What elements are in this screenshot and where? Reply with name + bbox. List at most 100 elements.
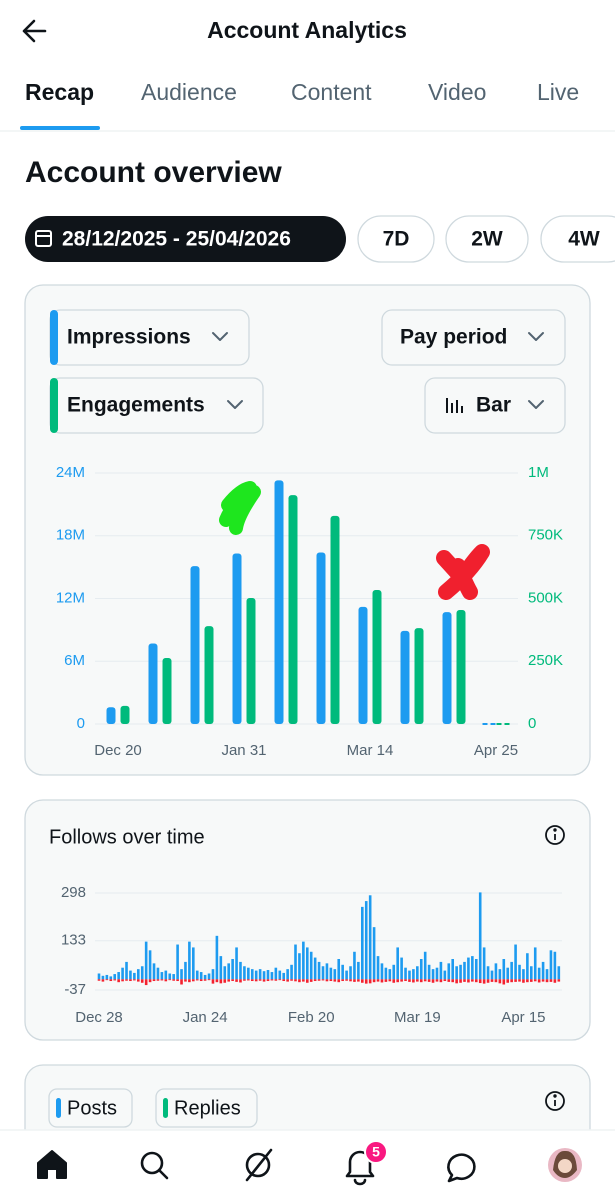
x-tick-label: Dec 20 bbox=[94, 742, 142, 759]
legend-chip[interactable] bbox=[155, 1088, 258, 1128]
bar bbox=[101, 975, 105, 980]
bar bbox=[404, 967, 407, 980]
legend-swatch bbox=[56, 1098, 61, 1118]
bar bbox=[243, 979, 246, 981]
info-icon[interactable] bbox=[545, 1091, 565, 1111]
tab[interactable]: Video bbox=[428, 79, 486, 105]
bar bbox=[321, 979, 325, 981]
bar bbox=[522, 979, 525, 983]
bar bbox=[439, 979, 443, 983]
bar bbox=[463, 961, 466, 980]
bar bbox=[120, 705, 130, 724]
info-icon[interactable] bbox=[545, 825, 565, 845]
bar bbox=[309, 979, 313, 982]
back-button[interactable] bbox=[22, 19, 47, 43]
y-tick-label: 24M bbox=[56, 464, 85, 481]
bar bbox=[231, 959, 234, 980]
notifications-icon[interactable] bbox=[345, 1150, 375, 1186]
nav-bar bbox=[0, 1130, 615, 1200]
grok-icon[interactable] bbox=[245, 1148, 273, 1182]
bar bbox=[305, 979, 309, 983]
bar bbox=[349, 979, 352, 982]
bar bbox=[368, 979, 372, 984]
bar bbox=[250, 969, 254, 980]
range-chip-label: 7D bbox=[383, 228, 410, 251]
bar bbox=[329, 979, 333, 982]
bar bbox=[471, 979, 474, 982]
bar bbox=[243, 966, 246, 980]
home-icon[interactable] bbox=[37, 1150, 67, 1179]
tab[interactable]: Content bbox=[291, 79, 372, 105]
bar bbox=[380, 979, 384, 983]
bar bbox=[215, 935, 219, 980]
bar bbox=[195, 979, 199, 981]
bar bbox=[358, 606, 368, 724]
y-tick-label: 0 bbox=[77, 715, 85, 732]
range-chip-label: 2W bbox=[471, 228, 503, 251]
bar bbox=[129, 979, 132, 982]
bar bbox=[557, 979, 561, 982]
bar bbox=[247, 979, 250, 981]
bar bbox=[427, 979, 431, 982]
bar bbox=[431, 979, 435, 983]
bar bbox=[372, 979, 376, 983]
bar bbox=[239, 979, 242, 983]
bar bbox=[364, 901, 368, 980]
bar bbox=[321, 966, 325, 980]
bar bbox=[298, 953, 301, 980]
bar bbox=[286, 979, 289, 982]
bar bbox=[129, 970, 132, 980]
bar bbox=[294, 979, 297, 982]
tab[interactable]: Recap bbox=[25, 79, 94, 105]
bar bbox=[502, 959, 506, 980]
range-chip[interactable] bbox=[357, 215, 435, 263]
bar bbox=[164, 979, 168, 982]
bar bbox=[514, 979, 517, 982]
bar bbox=[549, 979, 553, 982]
bar bbox=[121, 979, 124, 982]
bar bbox=[455, 979, 458, 984]
chart-title: Follows over time bbox=[49, 826, 205, 848]
bar bbox=[168, 973, 172, 980]
annotation-scribble bbox=[436, 544, 490, 600]
bar bbox=[282, 972, 286, 980]
bar bbox=[537, 967, 541, 980]
bar bbox=[113, 974, 117, 980]
tab[interactable]: Live bbox=[537, 79, 579, 105]
bar bbox=[506, 967, 510, 980]
tab[interactable]: Audience bbox=[141, 79, 237, 105]
period-label: Pay period bbox=[400, 326, 507, 349]
bar bbox=[211, 969, 215, 980]
bar bbox=[384, 979, 388, 982]
messages-icon[interactable] bbox=[447, 1153, 476, 1183]
bar bbox=[333, 979, 337, 982]
range-chip[interactable] bbox=[540, 215, 615, 263]
bar bbox=[152, 979, 156, 982]
range-chip[interactable] bbox=[445, 215, 529, 263]
bar bbox=[498, 979, 502, 984]
search-icon[interactable] bbox=[140, 1151, 169, 1180]
bar bbox=[330, 515, 340, 724]
bar bbox=[239, 961, 242, 980]
bottom-nav: 5 bbox=[0, 1129, 615, 1200]
date-range-chip[interactable] bbox=[25, 216, 346, 262]
x-tick-label: Jan 31 bbox=[221, 742, 266, 759]
period-dropdown[interactable] bbox=[381, 309, 566, 366]
bar bbox=[423, 979, 427, 982]
legend-label: Posts bbox=[67, 1097, 117, 1119]
bar bbox=[290, 979, 293, 981]
bar bbox=[148, 950, 152, 980]
bar bbox=[333, 969, 337, 980]
bar bbox=[254, 970, 258, 980]
bar bbox=[408, 979, 411, 982]
bar bbox=[140, 966, 144, 980]
bar bbox=[474, 979, 478, 983]
bar bbox=[180, 979, 183, 985]
bar bbox=[416, 979, 419, 982]
bar bbox=[459, 964, 462, 980]
display-dropdown[interactable] bbox=[424, 377, 566, 434]
bar bbox=[247, 967, 250, 980]
bar bbox=[148, 643, 158, 724]
legend-chip[interactable] bbox=[48, 1088, 133, 1128]
